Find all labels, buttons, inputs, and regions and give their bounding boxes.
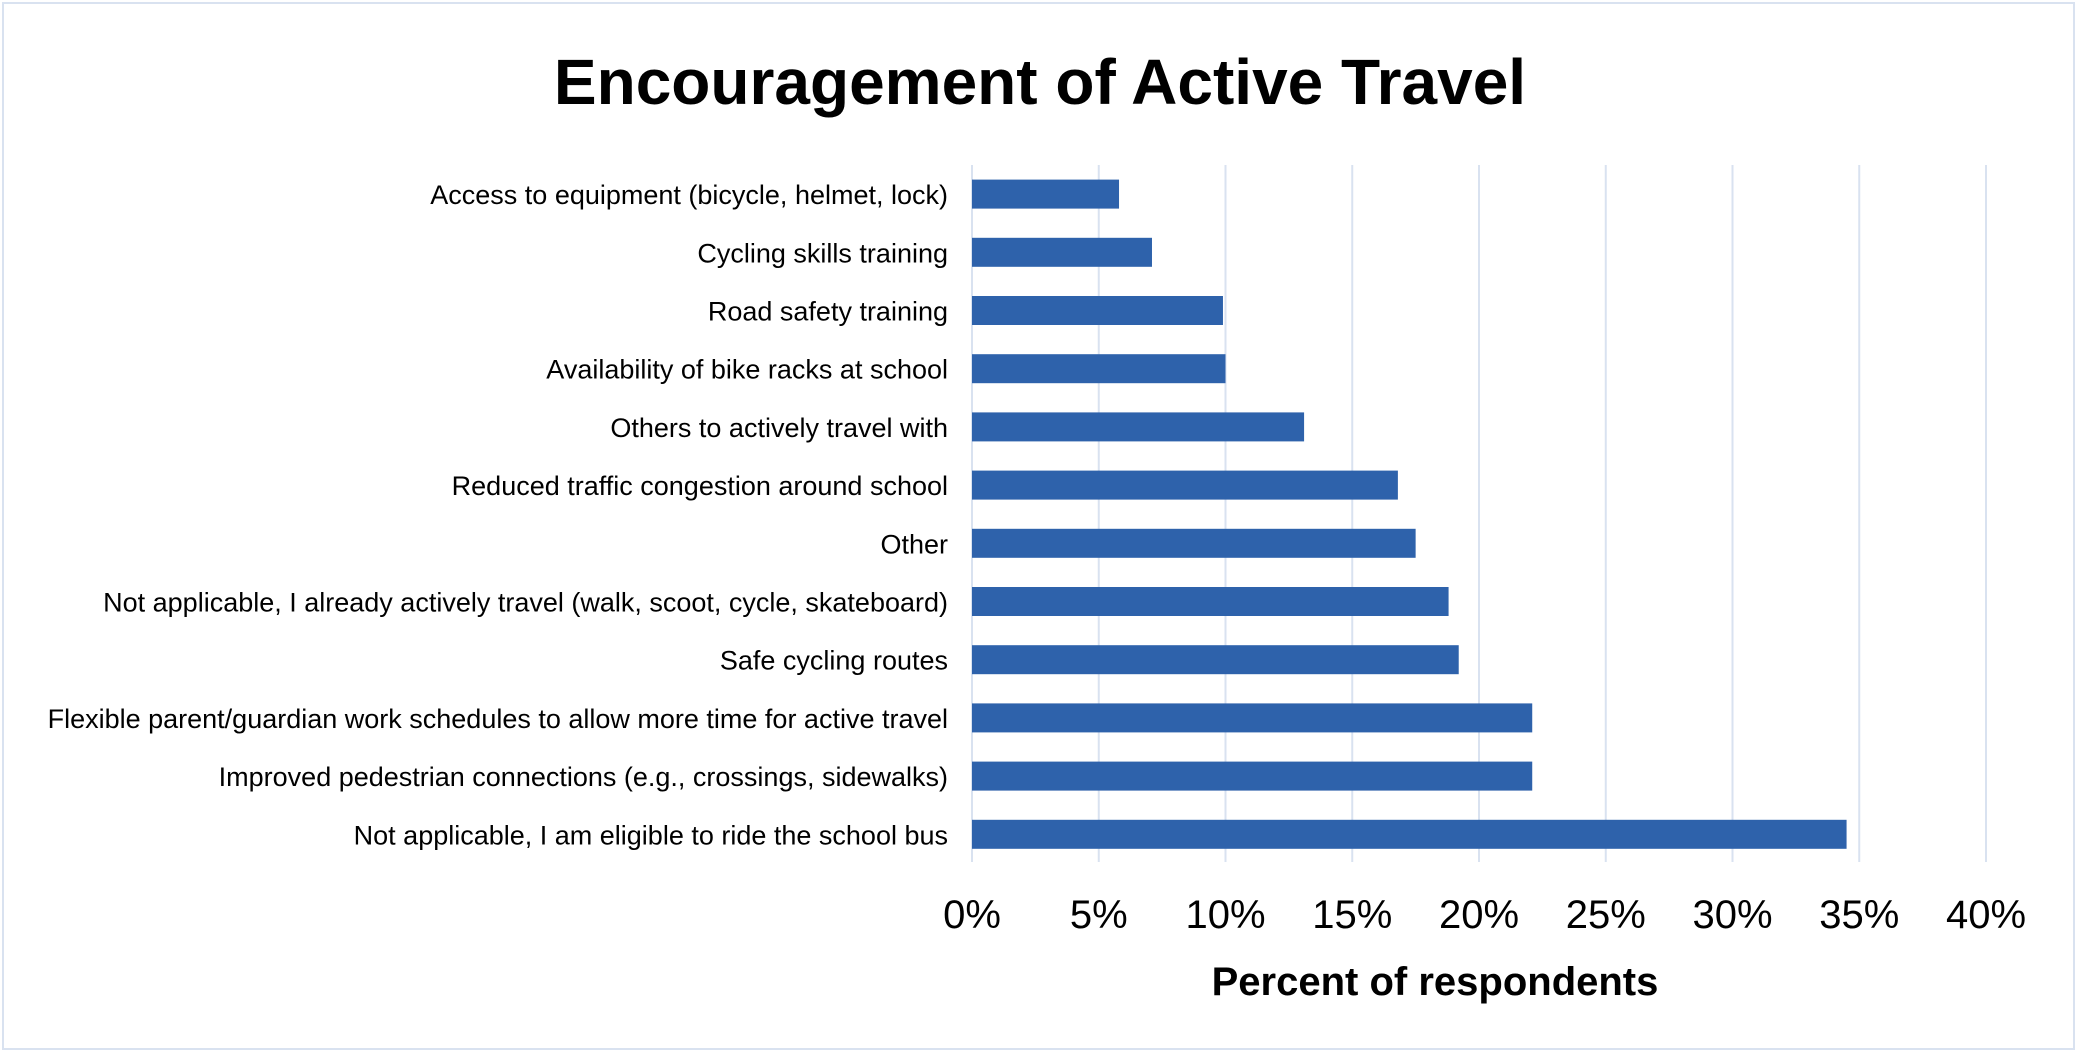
bar <box>972 296 1223 325</box>
bar <box>972 354 1226 384</box>
bar <box>972 645 1459 675</box>
bars <box>972 179 1847 849</box>
x-tick-labels: 0% 5% 10% 15% 20% 25% 30% 35% 40% <box>943 893 2026 937</box>
bar <box>972 703 1533 733</box>
x-tick-label: 0% <box>943 893 1001 937</box>
bar <box>972 819 1847 849</box>
category-label: Cycling skills training <box>697 238 948 268</box>
x-tick-label: 35% <box>1819 893 1899 937</box>
gridlines <box>971 165 1987 862</box>
category-label: Safe cycling routes <box>720 646 948 676</box>
category-label: Other <box>880 529 948 559</box>
bar <box>972 470 1398 500</box>
category-label: Not applicable, I am eligible to ride th… <box>354 820 948 850</box>
x-tick-label: 15% <box>1312 893 1392 937</box>
x-tick-label: 5% <box>1070 893 1128 937</box>
x-tick-label: 20% <box>1439 893 1519 937</box>
category-label: Others to actively travel with <box>610 413 948 443</box>
category-label: Availability of bike racks at school <box>546 355 948 385</box>
category-label: Not applicable, I already actively trave… <box>103 588 948 618</box>
x-axis-title: Percent of respondents <box>1212 960 1659 1004</box>
bar <box>972 179 1120 209</box>
bar <box>972 528 1416 558</box>
chart-title: Encouragement of Active Travel <box>554 46 1526 118</box>
category-labels: Access to equipment (bicycle, helmet, lo… <box>48 180 948 850</box>
x-tick-label: 40% <box>1946 893 2026 937</box>
bar <box>972 237 1152 267</box>
x-tick-label: 25% <box>1566 893 1646 937</box>
category-label: Reduced traffic congestion around school <box>452 471 948 501</box>
category-label: Improved pedestrian connections (e.g., c… <box>219 762 948 792</box>
bar <box>972 761 1533 791</box>
category-label: Access to equipment (bicycle, helmet, lo… <box>430 180 948 210</box>
category-label: Road safety training <box>708 297 948 327</box>
x-tick-label: 30% <box>1692 893 1772 937</box>
x-tick-label: 10% <box>1185 893 1265 937</box>
category-label: Flexible parent/guardian work schedules … <box>48 704 948 734</box>
bar <box>972 412 1305 442</box>
bar <box>972 587 1449 616</box>
